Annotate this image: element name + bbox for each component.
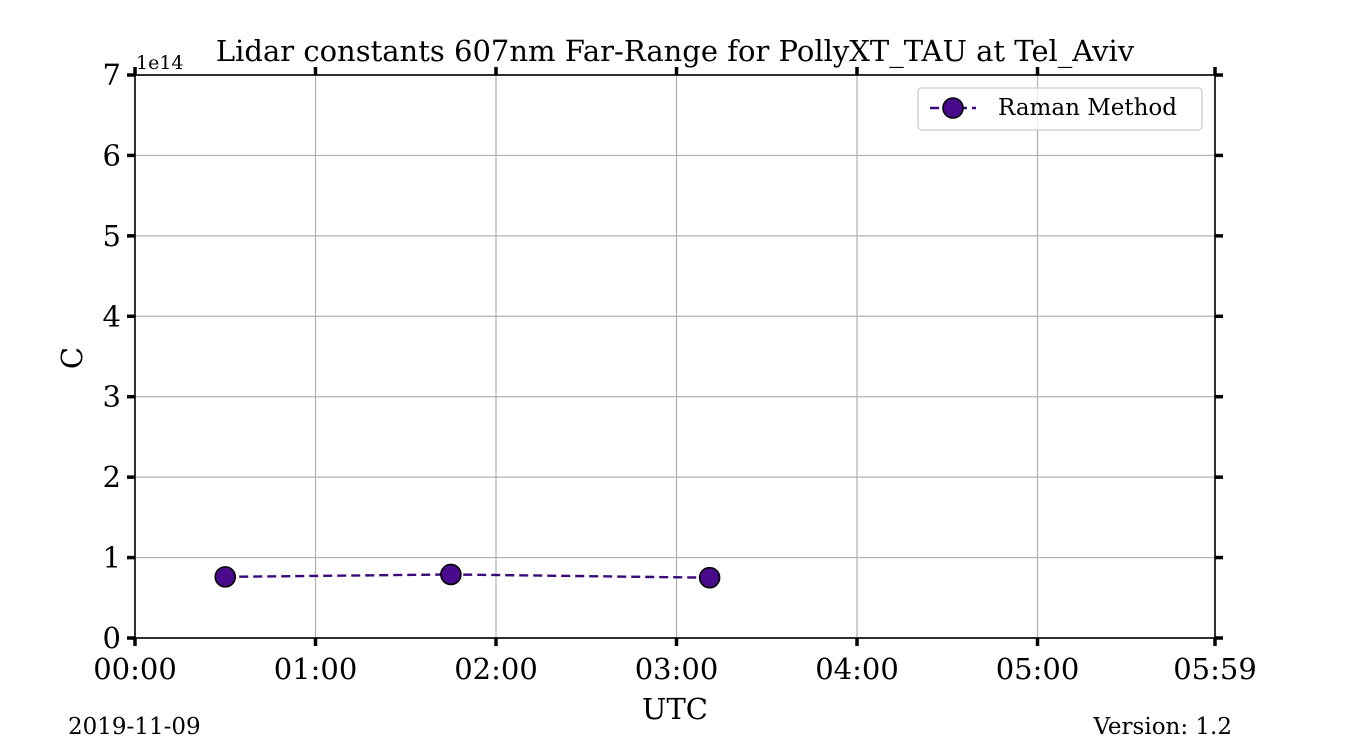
chart-title: Lidar constants 607nm Far-Range for Poll… <box>216 34 1135 69</box>
x-tick-label: 05:00 <box>996 652 1080 686</box>
y-tick-label: 6 <box>103 138 121 172</box>
y-offset-label: 1e14 <box>136 52 184 74</box>
x-tick-label: 02:00 <box>454 652 538 686</box>
x-axis-label: UTC <box>642 692 708 726</box>
y-tick-label: 3 <box>103 380 121 414</box>
y-tick-label: 7 <box>103 58 121 92</box>
grid-lines <box>134 74 1216 639</box>
legend-marker <box>942 97 964 119</box>
legend: Raman Method <box>917 87 1203 131</box>
data-point <box>440 563 462 586</box>
x-tick-label: 04:00 <box>815 652 899 686</box>
y-tick-label: 4 <box>103 299 121 333</box>
y-tick-label: 1 <box>103 541 121 575</box>
legend-label-raman-method: Raman Method <box>998 95 1177 121</box>
y-tick-label: 5 <box>103 219 121 253</box>
y-axis-label: C <box>55 347 89 369</box>
y-tick-label: 0 <box>103 621 121 655</box>
data-point <box>214 566 237 588</box>
plot-frame <box>134 74 1216 639</box>
axis-ticks: 00:00 01:00 02:00 03:00 04:00 05:00 05:59 0 1 2 3 4… <box>93 58 1257 686</box>
series-line-raman-method <box>225 573 710 579</box>
y-tick-label: 2 <box>103 460 121 494</box>
footer-date: 2019-11-09 <box>68 714 201 740</box>
data-point <box>698 566 721 589</box>
footer-version: Version: 1.2 <box>1092 714 1232 740</box>
legend-box <box>917 87 1203 131</box>
x-tick-label: 00:00 <box>93 652 177 686</box>
x-tick-label: 01:00 <box>274 652 358 686</box>
x-tick-label: 03:00 <box>635 652 719 686</box>
series-group <box>214 563 721 589</box>
x-tick-label: 05:59 <box>1173 652 1257 686</box>
